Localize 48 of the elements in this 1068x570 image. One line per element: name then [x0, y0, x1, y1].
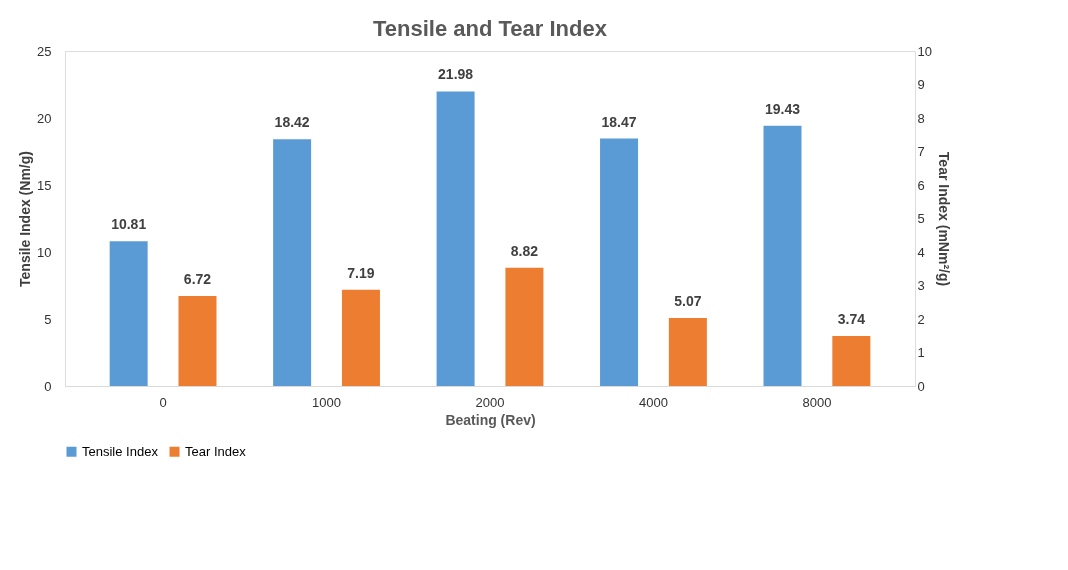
y-tick-label: 0: [44, 378, 52, 394]
y-tick-label: 5: [44, 311, 52, 327]
data-label: 5.07: [674, 293, 702, 310]
y2-tick-label: 9: [917, 77, 925, 92]
y2-tick-label: 2: [917, 311, 925, 327]
bar: [600, 138, 639, 386]
y-tick-label: 20: [37, 110, 52, 126]
x-tick-label: 0: [159, 394, 167, 410]
bar: [273, 139, 312, 386]
y2-tick-label: 10: [917, 43, 932, 59]
bar: [668, 318, 707, 386]
data-label: 19.43: [764, 100, 801, 117]
legend-label: Tear Index: [185, 443, 247, 459]
bar: [763, 125, 802, 386]
x-tick-label: 1000: [312, 394, 341, 410]
data-label: 18.42: [274, 114, 310, 131]
y2-tick-label: 0: [917, 378, 925, 394]
data-label: 10.81: [111, 216, 147, 233]
bar: [341, 289, 380, 386]
bar: [832, 335, 871, 386]
y2-tick-label: 1: [917, 345, 925, 360]
x-tick-label: 2000: [475, 394, 505, 410]
x-tick-label: 4000: [639, 394, 668, 410]
y2-tick-label: 8: [917, 110, 925, 126]
y2-tick-label: 4: [917, 244, 925, 260]
legend-label: Tensile Index: [82, 443, 159, 459]
data-label: 6.72: [183, 270, 212, 287]
data-label: 7.19: [347, 264, 375, 281]
bar: [436, 91, 475, 386]
data-label: 3.74: [837, 310, 866, 327]
x-tick-label: 8000: [802, 394, 832, 410]
bar: [178, 295, 217, 386]
y2-tick-label: 3: [917, 278, 925, 293]
y2-axis-title: Tear Index (mNm²/g): [935, 151, 952, 287]
data-label: 8.82: [510, 242, 539, 259]
bar: [505, 267, 544, 386]
y-tick-label: 25: [37, 43, 52, 59]
y-axis-title: Tensile Index (Nm/g): [17, 151, 34, 287]
y2-tick-label: 5: [917, 211, 925, 226]
y-tick-label: 15: [37, 177, 52, 193]
y2-tick-label: 7: [917, 144, 925, 159]
data-label: 21.98: [438, 66, 474, 83]
y-tick-label: 10: [37, 244, 52, 260]
bar: [109, 241, 148, 386]
x-axis-title: Beating (Rev): [445, 411, 536, 428]
data-label: 18.47: [601, 113, 637, 130]
chart-title: Tensile and Tear Index: [373, 16, 608, 41]
y2-tick-label: 6: [917, 177, 925, 193]
